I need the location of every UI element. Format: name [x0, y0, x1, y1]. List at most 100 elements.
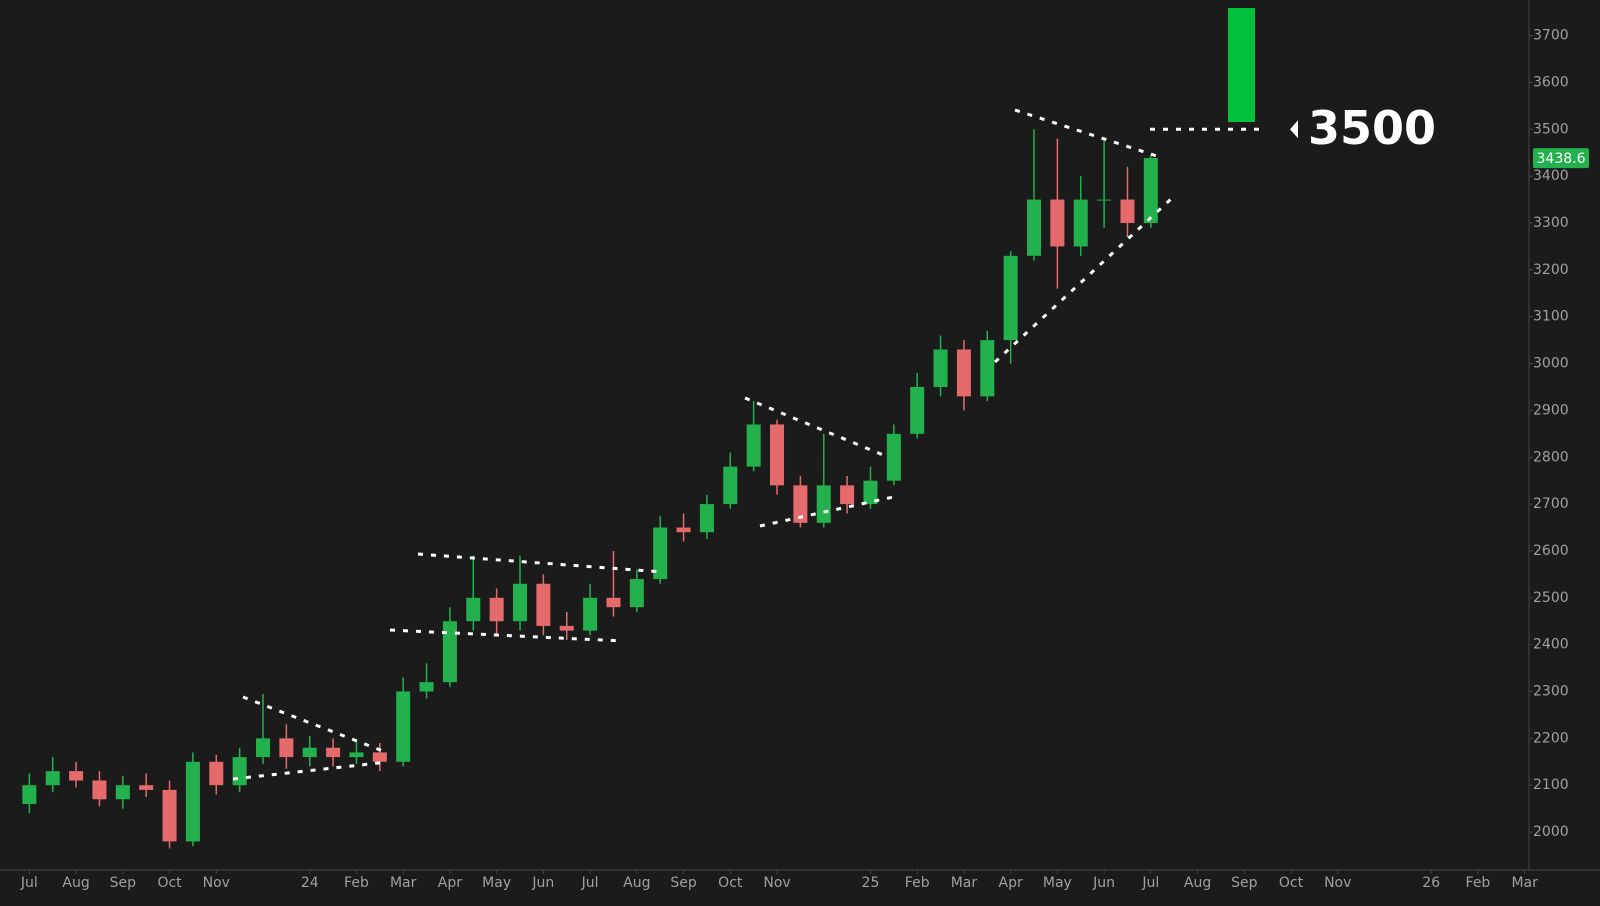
candle-body — [185, 761, 200, 842]
target-label: 3500 — [1308, 101, 1436, 155]
trendline — [417, 552, 664, 574]
candle-body — [396, 691, 411, 762]
x-tick-label: Aug — [1184, 875, 1211, 891]
target-arrow — [1290, 120, 1298, 139]
x-tick-label: Sep — [670, 875, 697, 891]
x-tick-label: Sep — [110, 875, 137, 891]
candle-body — [255, 738, 271, 758]
y-tick-label: 3300 — [1533, 215, 1569, 231]
price-tag — [1533, 148, 1589, 169]
candle-body — [115, 785, 130, 800]
candle-body — [419, 682, 434, 692]
candle-body — [372, 752, 387, 762]
candle-body — [653, 527, 668, 580]
x-tick-label: 24 — [301, 875, 319, 891]
candle-body — [770, 424, 785, 486]
x-tick-label: Oct — [718, 875, 743, 891]
candle-body — [559, 625, 574, 631]
y-tick-label: 2000 — [1533, 824, 1569, 840]
x-tick-label: Jul — [1141, 875, 1159, 891]
y-tick-label: 3400 — [1533, 168, 1569, 184]
x-tick-label: 25 — [862, 875, 880, 891]
candle-body — [816, 485, 831, 523]
candle-body — [840, 485, 855, 505]
candle-body — [1073, 199, 1088, 247]
candle-body — [139, 785, 154, 790]
y-tick-label: 2800 — [1533, 449, 1569, 465]
x-tick-label: Apr — [438, 875, 462, 891]
candle-body — [209, 761, 224, 786]
candle-body — [279, 738, 294, 758]
candle-body — [933, 349, 948, 387]
trendline — [993, 197, 1173, 364]
y-tick-label: 3700 — [1533, 28, 1569, 44]
x-tick-label: Apr — [999, 875, 1023, 891]
x-tick-label: Nov — [1324, 875, 1351, 891]
y-tick-label: 3200 — [1533, 262, 1569, 278]
target-annotation: 3500 — [1150, 101, 1436, 155]
x-tick-label: Jun — [1092, 875, 1115, 891]
candle-body — [22, 785, 37, 804]
plot — [22, 129, 1158, 849]
candle-body — [232, 757, 247, 786]
candle-body — [606, 597, 621, 608]
trendline — [759, 494, 899, 528]
candle-body — [1120, 199, 1135, 224]
candle-body — [536, 583, 551, 626]
x-tick-label: Feb — [1466, 875, 1491, 891]
y-tick-label: 2100 — [1533, 777, 1569, 793]
y-tick-label: 3100 — [1533, 309, 1569, 325]
candle-body — [466, 597, 481, 622]
candle-body — [910, 386, 925, 434]
candle-body — [1027, 199, 1042, 256]
candle-body — [1003, 255, 1018, 341]
y-tick-label: 3500 — [1533, 121, 1569, 137]
x-tick-label: May — [482, 875, 511, 891]
candle-body — [92, 780, 107, 800]
x-tick-label: Aug — [623, 875, 650, 891]
candle-body — [956, 349, 971, 397]
candle-body — [980, 340, 995, 397]
x-tick-label: Mar — [390, 875, 417, 891]
candle-body — [1097, 199, 1112, 201]
candle-body — [629, 579, 644, 608]
x-tick-label: Mar — [951, 875, 978, 891]
candle-body — [699, 504, 714, 533]
y-tick-label: 2500 — [1533, 590, 1569, 606]
x-tick-label: Mar — [1511, 875, 1538, 891]
candle-body — [513, 583, 528, 622]
candle-body — [302, 747, 317, 758]
x-tick-label: Nov — [203, 875, 230, 891]
y-tick-label: 2300 — [1533, 684, 1569, 700]
x-tick-label: May — [1043, 875, 1072, 891]
y-tick-label: 2200 — [1533, 730, 1569, 746]
trendlines — [232, 108, 1173, 781]
x-tick-label: Jul — [20, 875, 38, 891]
candle-body — [326, 747, 341, 758]
candle-body — [442, 621, 457, 683]
candle-body — [583, 597, 598, 631]
target-bar — [1228, 8, 1255, 122]
price-tag-label: 3438.6 — [1537, 151, 1586, 167]
x-tick-label: 26 — [1422, 875, 1440, 891]
y-tick-label: 3000 — [1533, 356, 1569, 372]
y-tick-label: 2900 — [1533, 402, 1569, 418]
x-tick-label: Feb — [905, 875, 930, 891]
y-tick-label: 2600 — [1533, 543, 1569, 559]
y-tick-label: 2400 — [1533, 637, 1569, 653]
candle-body — [863, 480, 878, 505]
candle-body — [349, 752, 364, 758]
y-tick-label: 2700 — [1533, 496, 1569, 512]
candle-body — [746, 424, 761, 467]
y-tick-label: 3600 — [1533, 74, 1569, 90]
candle-body — [1050, 199, 1065, 247]
x-tick-label: Aug — [62, 875, 89, 891]
candle-body — [793, 485, 808, 523]
x-tick-label: Feb — [344, 875, 369, 891]
x-tick-label: Jun — [531, 875, 554, 891]
candle-body — [69, 771, 84, 781]
x-tick-label: Jul — [581, 875, 599, 891]
candle-body — [723, 466, 738, 505]
candle-body — [1143, 158, 1158, 224]
